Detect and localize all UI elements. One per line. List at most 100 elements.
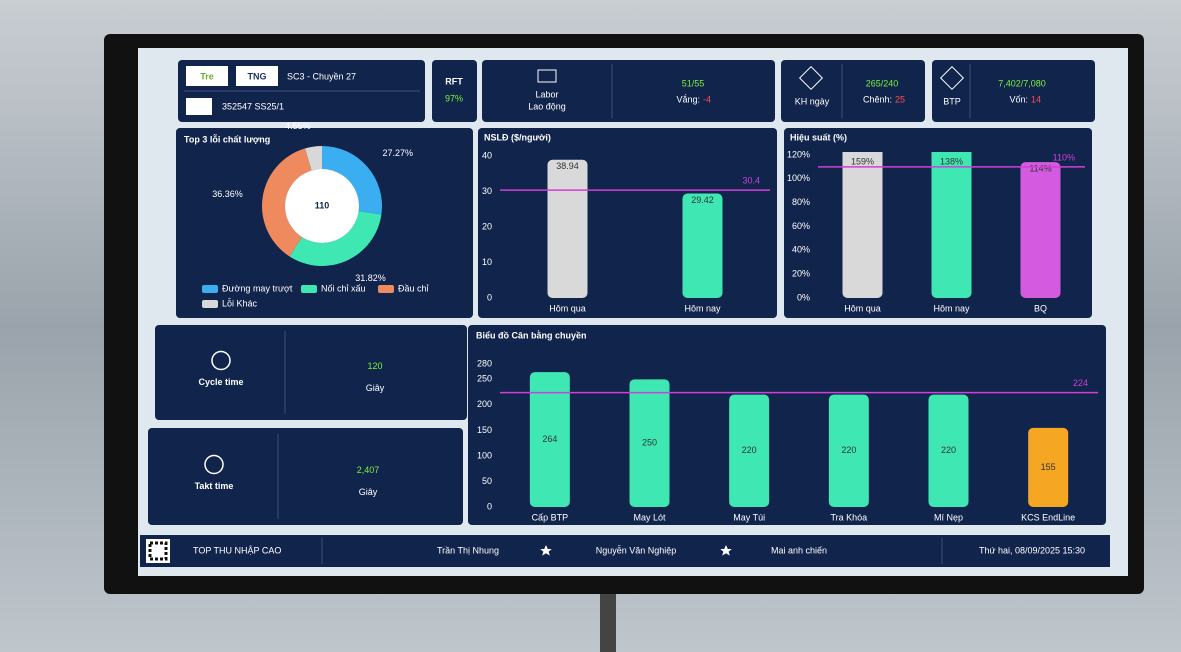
y-tick-label: 280 [477, 358, 492, 368]
bar [828, 394, 869, 507]
kpi-label: BTP [943, 96, 961, 106]
kpi-label: Labor [535, 89, 558, 99]
card [155, 325, 467, 420]
brand-icon [186, 98, 212, 115]
line-name: SC3 - Chuyền 27 [287, 71, 356, 81]
x-tick-label: Cấp BTP [532, 512, 569, 522]
y-tick-label: 20 [482, 221, 492, 231]
kpi-label: KH ngày [795, 96, 830, 106]
bar [1020, 162, 1061, 298]
y-tick-label: 150 [477, 425, 492, 435]
kpi-sub-value: -4 [703, 94, 711, 104]
donut-slice [289, 211, 382, 266]
timer-icon [204, 454, 224, 475]
footer-title: TOP THU NHẬP CAO [193, 545, 281, 555]
bar [529, 372, 570, 507]
legend-swatch [202, 285, 218, 293]
time-value: 2,407 [357, 465, 380, 475]
kpi-sub: Chênh: [863, 94, 892, 104]
donut-center: 110 [315, 200, 330, 210]
kpi-sub-value: 25 [895, 94, 905, 104]
card [148, 428, 463, 525]
card [932, 60, 1095, 122]
stack-icon [798, 65, 824, 91]
y-tick-label: 200 [477, 399, 492, 409]
donut-hole [285, 169, 359, 243]
logo-box [186, 66, 228, 86]
x-tick-label: Tra Khóa [830, 512, 867, 522]
slice-label: 27.27% [382, 148, 413, 158]
card [432, 60, 477, 122]
star [720, 545, 732, 556]
legend-swatch [202, 300, 218, 308]
time-value: 120 [367, 361, 382, 371]
bar-value-label: 38.94 [556, 161, 579, 171]
kpi-sublabel: Lao động [528, 101, 566, 111]
kpi-label: RFT [445, 76, 463, 86]
bar-value-label: 138% [940, 156, 963, 166]
dashboard: Tre TNG SC3 - Chuyền 27 352547 SS25/1 RFT 97%… [140, 60, 1110, 567]
timer-icon [211, 350, 231, 371]
datetime: Thứ hai, 08/09/2025 15:30 [979, 545, 1085, 555]
time-label: Cycle time [198, 377, 243, 387]
y-tick-label: 250 [477, 374, 492, 384]
x-tick-label: May Túi [733, 512, 765, 522]
y-tick-label: 10 [482, 257, 492, 267]
bar [729, 394, 770, 507]
x-tick-label: Hôm nay [684, 303, 721, 313]
y-tick-label: 0% [797, 292, 810, 302]
chart-title: Top 3 lỗi chất lượng [184, 134, 270, 144]
y-tick-label: 0 [487, 292, 492, 302]
monitor-stand [600, 594, 616, 652]
bar-value-label: 159% [851, 156, 874, 166]
y-tick-label: 120% [787, 149, 810, 159]
bar-value-label: 264 [542, 434, 557, 444]
card [482, 60, 775, 122]
logo-box [236, 66, 278, 86]
target-label: 224 [1073, 378, 1088, 388]
legend-swatch [301, 285, 317, 293]
y-tick-label: 30 [482, 186, 492, 196]
bar-value-label: 29.42 [691, 195, 714, 205]
kpi-value: 51/55 [682, 78, 705, 88]
legend-label: Lỗi Khác [222, 298, 258, 308]
slice-label: 36.36% [212, 189, 243, 199]
top-earner: Trần Thị Nhung [437, 545, 499, 555]
y-tick-label: 50 [482, 476, 492, 486]
labor-icon [537, 69, 557, 83]
bar [928, 394, 969, 507]
bar [629, 379, 670, 507]
legend-label: Nối chỉ xấu [321, 283, 366, 293]
x-tick-label: May Lót [633, 512, 666, 522]
x-tick-label: KCS EndLine [1021, 512, 1075, 522]
donut-slice [322, 146, 382, 215]
kpi-value: 97% [445, 93, 463, 103]
top-earner: Mai anh chiến [771, 545, 827, 555]
x-tick-label: Hôm qua [549, 303, 586, 313]
donut-slice [305, 146, 322, 171]
top-earner: Nguyễn Văn Nghiệp [596, 545, 677, 555]
target-label: 110% [1053, 152, 1075, 162]
target-label: 30.4 [742, 175, 760, 185]
bar-value-label: 250 [642, 438, 657, 448]
qr-inner [148, 541, 168, 561]
logo: Tre [200, 71, 214, 81]
star [540, 545, 552, 556]
y-tick-label: 20% [792, 269, 810, 279]
kpi-value: 7,402/7,080 [998, 78, 1046, 88]
legend-label: Đầu chỉ [398, 283, 429, 293]
bar-value-label: 114% [1029, 164, 1051, 174]
time-unit: Giây [366, 383, 385, 393]
card [781, 60, 925, 122]
bar [1028, 427, 1069, 507]
kpi-value: 265/240 [866, 78, 899, 88]
time-label: Takt time [195, 481, 234, 491]
legend-label: Đường may trượt [222, 283, 293, 293]
x-tick-label: Hôm qua [844, 303, 881, 313]
footer-bar [140, 535, 1110, 567]
x-tick-label: Mí Nẹp [934, 512, 963, 522]
slice-label: 31.82% [355, 273, 386, 283]
bar [682, 193, 723, 298]
